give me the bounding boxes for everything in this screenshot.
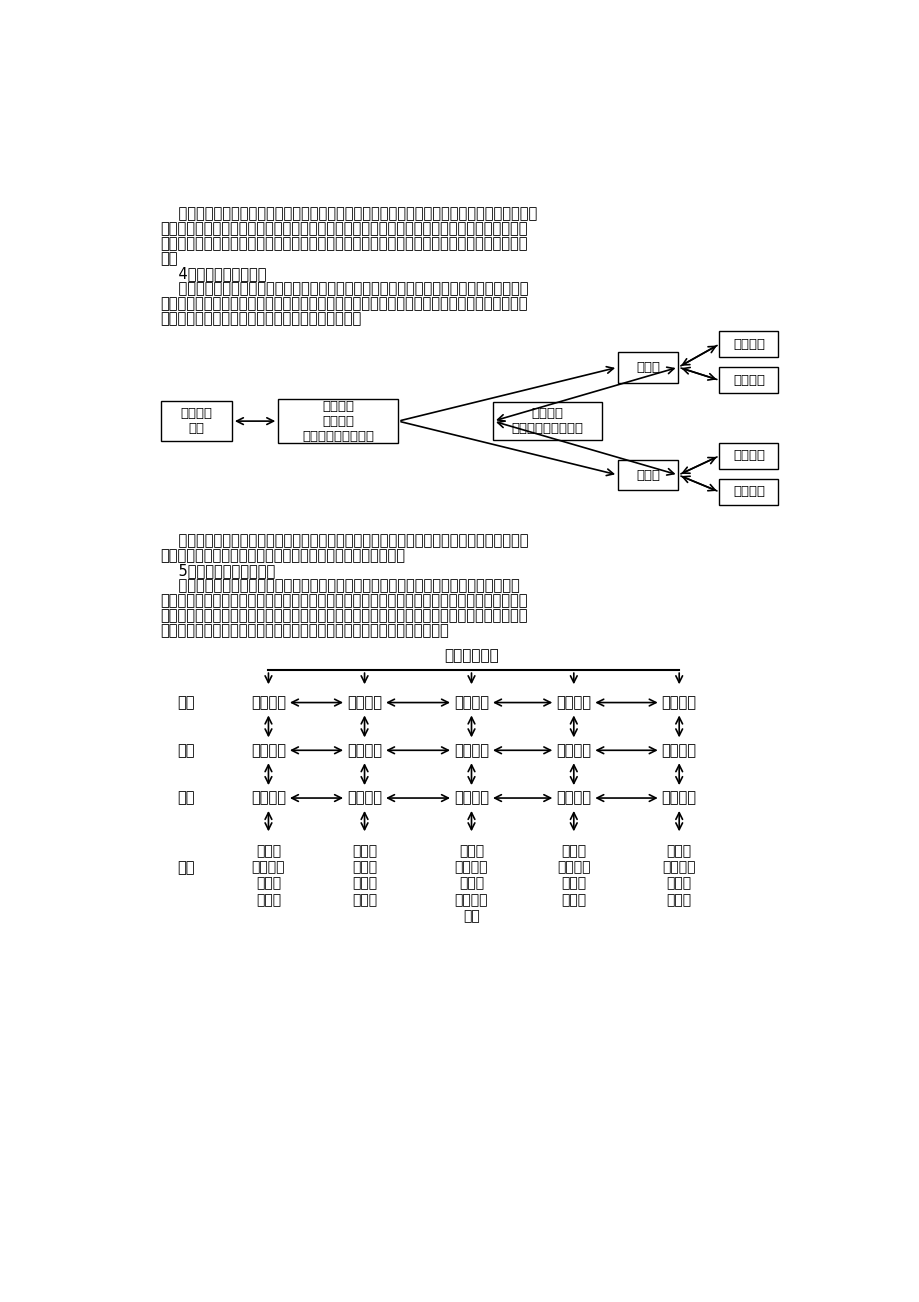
Text: 网络环境下的研究性学习对学生主体性的发挥，思维能力的培养，有着不可估量的作用。: 网络环境下的研究性学习对学生主体性的发挥，思维能力的培养，有着不可估量的作用。: [160, 578, 519, 592]
Text: 激励探
索创新，
促进合
作学习: 激励探 索创新， 促进合 作学习: [662, 844, 695, 906]
Bar: [618, 460, 677, 491]
Text: 人机对话: 人机对话: [453, 695, 489, 710]
Text: 目的: 目的: [177, 743, 195, 758]
Text: 享。: 享。: [160, 251, 177, 267]
Text: 任务分工: 任务分工: [346, 743, 381, 758]
Text: 它分为多班多媒体辅助教学、多班网络教婊教学及多班综合教学。多班互动教学的课堂教学模式: 它分为多班多媒体辅助教学、多班网络教婊教学及多班综合教学。多班互动教学的课堂教学…: [160, 221, 527, 236]
Text: 现了异地交互，打破了空间限制。其教学形式如下：: 现了异地交互，打破了空间限制。其教学形式如下：: [160, 311, 361, 327]
Text: 多班互动教学是在多媒体辅助教学、网络教婊教学基础上发展起来的一种比较新的教学模式。: 多班互动教学是在多媒体辅助教学、网络教婊教学基础上发展起来的一种比较新的教学模式…: [160, 206, 537, 221]
Bar: [278, 398, 398, 444]
Text: 任务完成: 任务完成: [661, 743, 696, 758]
Bar: [719, 367, 777, 393]
Text: 学生可以同步学习，也可以异步学习；可以同步交流，也可以异步交流；可以同地交流，也可以: 学生可以同步学习，也可以异步学习；可以同步交流，也可以异步交流；可以同地交流，也…: [160, 592, 527, 608]
Text: 甲班学生: 甲班学生: [732, 449, 764, 462]
Text: 乙学校: 乙学校: [636, 469, 660, 482]
Text: 营造学
习氛围，
产生解
感需要: 营造学 习氛围， 产生解 感需要: [252, 844, 285, 906]
Text: 信息发布: 信息发布: [661, 790, 696, 806]
Text: 教师主讲
班级: 教师主讲 班级: [180, 408, 212, 435]
Bar: [161, 401, 232, 441]
Text: 加强思
维训练，
掌握解
感方法: 加强思 维训练， 掌握解 感方法: [556, 844, 590, 906]
Text: 乙班学生: 乙班学生: [732, 486, 764, 499]
Text: 4．远程教育教学模式: 4．远程教育教学模式: [160, 267, 267, 281]
Text: 信息立题: 信息立题: [251, 790, 286, 806]
Bar: [719, 331, 777, 357]
Text: 程序: 程序: [177, 695, 195, 710]
Text: 远程教育教学模式进一步打破传统教育在时间、空间上的限制，能使分布在不同地方的每所: 远程教育教学模式进一步打破传统教育在时间、空间上的限制，能使分布在不同地方的每所: [160, 533, 528, 548]
Text: 任务实施: 任务实施: [453, 743, 489, 758]
Text: 激发学
习兴趣，
培养动
脑、动手
能力: 激发学 习兴趣， 培养动 脑、动手 能力: [454, 844, 488, 923]
Text: 协作学习: 协作学习: [346, 695, 381, 710]
Text: 任务落实: 任务落实: [556, 743, 591, 758]
Text: 任务驱动: 任务驱动: [251, 743, 286, 758]
Text: 功能: 功能: [177, 859, 195, 875]
Text: 阶段评价: 阶段评价: [661, 695, 696, 710]
Text: 信息技术
网络系统
实时数字流媒体系统: 信息技术 网络系统 实时数字流媒体系统: [301, 400, 374, 443]
Text: 甲学校: 甲学校: [636, 361, 660, 374]
Text: 5．学生研究性学习模式: 5．学生研究性学习模式: [160, 562, 275, 578]
Bar: [719, 479, 777, 505]
Text: 网络系统
实时数字流媒体系统: 网络系统 实时数字流媒体系统: [511, 408, 583, 435]
Text: 异地交流。本人结合我校实际情况，为学生探索出一套网络环境下的研究性学习模式，收到了较: 异地交流。本人结合我校实际情况，为学生探索出一套网络环境下的研究性学习模式，收到…: [160, 608, 527, 622]
Text: 信息处理: 信息处理: [556, 790, 591, 806]
Text: 信息收集: 信息收集: [453, 790, 489, 806]
Text: 乙班学生: 乙班学生: [732, 374, 764, 387]
Text: 与前两种教学模式没多大区别，只是在形式上打破了空间限制，节省了人力，实现了教学资源共: 与前两种教学模式没多大区别，只是在形式上打破了空间限制，节省了人力，实现了教学资…: [160, 237, 527, 251]
Text: 要素: 要素: [177, 790, 195, 806]
Text: 提出问题: 提出问题: [251, 695, 286, 710]
Text: 远程教育教学在多班教学的模式上进一步打破了空间限制。多班教学通常是在同一所学校多: 远程教育教学在多班教学的模式上进一步打破了空间限制。多班教学通常是在同一所学校多: [160, 281, 528, 297]
Bar: [719, 443, 777, 469]
Bar: [618, 352, 677, 383]
Text: 激励学
生自主
学习分
工合作: 激励学 生自主 学习分 工合作: [352, 844, 377, 906]
Text: 信息分配: 信息分配: [346, 790, 381, 806]
Bar: [493, 402, 601, 440]
Text: 学校、每个学生都能得到丰富的教育教学资源，实现资源共享。: 学校、每个学生都能得到丰富的教育教学资源，实现资源共享。: [160, 548, 404, 562]
Text: 个班级之间进行教学，而远程教学是在不同的地方、不同的学校多个班级之间进行的教学。它实: 个班级之间进行教学，而远程教学是在不同的地方、不同的学校多个班级之间进行的教学。…: [160, 297, 527, 311]
Text: 甲班学生: 甲班学生: [732, 337, 764, 350]
Text: 好的效果。现将我校网络环境以及在该环境下的研究性学习模式介绍如下：: 好的效果。现将我校网络环境以及在该环境下的研究性学习模式介绍如下：: [160, 622, 448, 638]
Text: 解决问题: 解决问题: [556, 695, 591, 710]
Text: 教师主导作用: 教师主导作用: [444, 648, 498, 664]
